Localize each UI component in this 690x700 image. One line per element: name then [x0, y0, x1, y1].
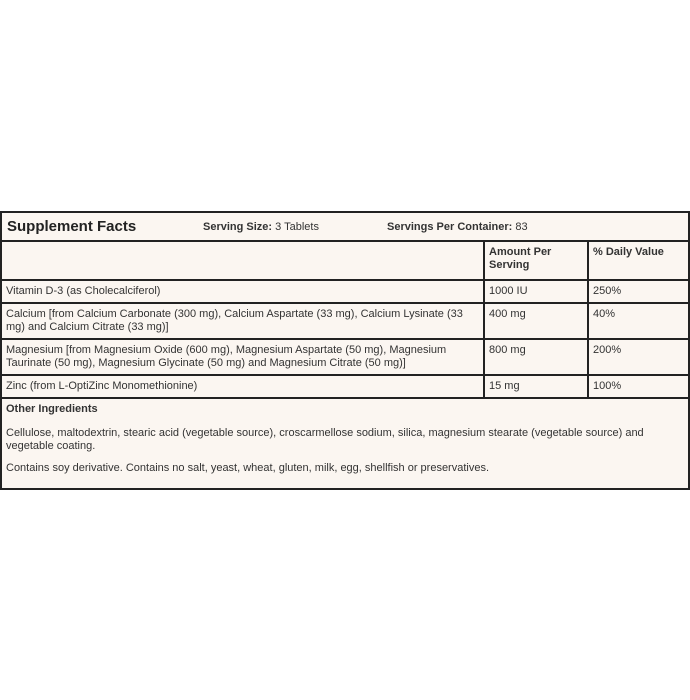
- nutrient-amount: 15 mg: [483, 374, 589, 399]
- facts-table: Amount Per Serving % Daily Value Vitamin…: [2, 242, 688, 399]
- nutrient-dv: 40%: [587, 302, 688, 340]
- servings-per-container: Servings Per Container: 83: [387, 221, 528, 233]
- other-ingredients: Other Ingredients Cellulose, maltodextri…: [2, 399, 688, 488]
- other-ingredients-heading: Other Ingredients: [6, 403, 98, 415]
- servings-per-container-value: 83: [515, 220, 528, 233]
- nutrient-amount: 400 mg: [483, 302, 589, 340]
- panel-title: Supplement Facts: [7, 218, 137, 235]
- servings-per-container-label: Servings Per Container:: [387, 220, 513, 233]
- panel-header: Supplement Facts Serving Size: 3 Tablets…: [2, 213, 688, 242]
- nutrient-amount: 1000 IU: [483, 279, 589, 304]
- column-header-name: [2, 242, 485, 281]
- supplement-facts-panel: Supplement Facts Serving Size: 3 Tablets…: [0, 211, 690, 490]
- nutrient-name: Calcium [from Calcium Carbonate (300 mg)…: [2, 302, 485, 340]
- allergen-note: Contains soy derivative. Contains no sal…: [6, 462, 490, 474]
- other-ingredients-text: Cellulose, maltodextrin, stearic acid (v…: [6, 427, 644, 452]
- nutrient-dv: 200%: [587, 338, 688, 376]
- table-row: Calcium [from Calcium Carbonate (300 mg)…: [2, 302, 688, 340]
- serving-size-label: Serving Size:: [203, 220, 273, 233]
- table-row: Magnesium [from Magnesium Oxide (600 mg)…: [2, 338, 688, 376]
- nutrient-name: Magnesium [from Magnesium Oxide (600 mg)…: [2, 338, 485, 376]
- table-row: Zinc (from L-OptiZinc Monomethionine) 15…: [2, 374, 688, 399]
- serving-size-value: 3 Tablets: [275, 220, 319, 233]
- nutrient-name: Vitamin D-3 (as Cholecalciferol): [2, 279, 485, 304]
- nutrient-amount: 800 mg: [483, 338, 589, 376]
- column-header-row: Amount Per Serving % Daily Value: [2, 242, 688, 281]
- table-row: Vitamin D-3 (as Cholecalciferol) 1000 IU…: [2, 279, 688, 304]
- serving-size: Serving Size: 3 Tablets: [203, 221, 387, 233]
- column-header-dv: % Daily Value: [587, 242, 688, 281]
- column-header-amount: Amount Per Serving: [483, 242, 589, 281]
- nutrient-dv: 100%: [587, 374, 688, 399]
- nutrient-name: Zinc (from L-OptiZinc Monomethionine): [2, 374, 485, 399]
- nutrient-dv: 250%: [587, 279, 688, 304]
